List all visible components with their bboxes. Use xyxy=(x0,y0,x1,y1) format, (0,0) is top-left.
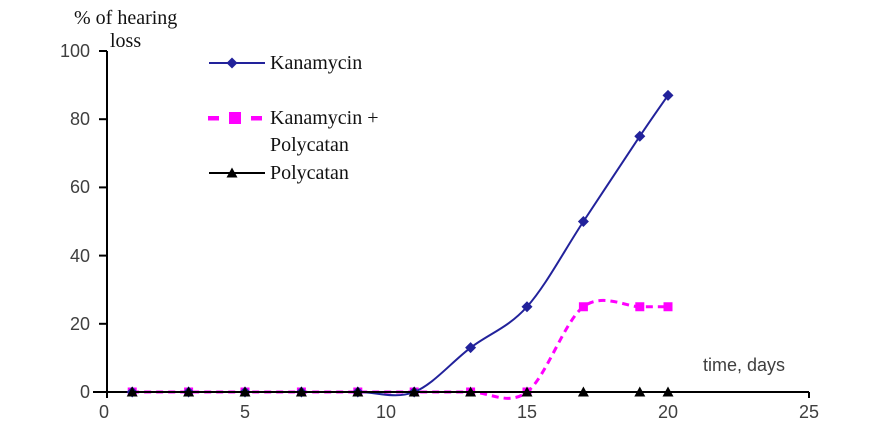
legend-swatch-kanamycin-polycatan xyxy=(208,112,262,124)
x-tick-label-5: 5 xyxy=(239,402,250,422)
x-tick-label-25: 25 xyxy=(798,402,820,422)
legend-label-polycatan: Polycatan xyxy=(270,162,349,184)
legend-swatch-polycatan xyxy=(209,167,265,178)
legend-label-line2: Polycatan xyxy=(270,134,349,156)
y-tick-label-80: 80 xyxy=(69,109,90,129)
x-tick-label-10: 10 xyxy=(375,402,397,422)
y-tick-label-60: 60 xyxy=(69,177,90,197)
x-tick-label-0: 0 xyxy=(98,402,109,422)
legend-item-polycatan: Polycatan xyxy=(208,160,349,187)
legend-item-kanamycin-polycatan: Kanamycin + Polycatan xyxy=(208,105,378,159)
y-tick-label-0: 0 xyxy=(79,382,90,402)
y-axis-title-line1: % of hearing xyxy=(74,7,178,29)
legend-label-line1: Kanamycin + xyxy=(270,107,379,129)
x-tick-label-20: 20 xyxy=(657,402,679,422)
x-tick-label-15: 15 xyxy=(516,402,538,422)
y-axis-title-line2: loss xyxy=(110,30,142,52)
legend-swatch-kanamycin xyxy=(209,57,265,69)
legend-label-kanamycin: Kanamycin xyxy=(270,52,363,74)
x-axis-label: time, days xyxy=(703,355,786,375)
legend-item-kanamycin: Kanamycin xyxy=(208,50,362,77)
y-tick-label-20: 20 xyxy=(69,314,90,334)
y-tick-label-100: 100 xyxy=(59,41,90,61)
legend-label-kanamycin-polycatan: Kanamycin + Polycatan xyxy=(270,105,378,159)
y-tick-label-40: 40 xyxy=(69,246,90,266)
